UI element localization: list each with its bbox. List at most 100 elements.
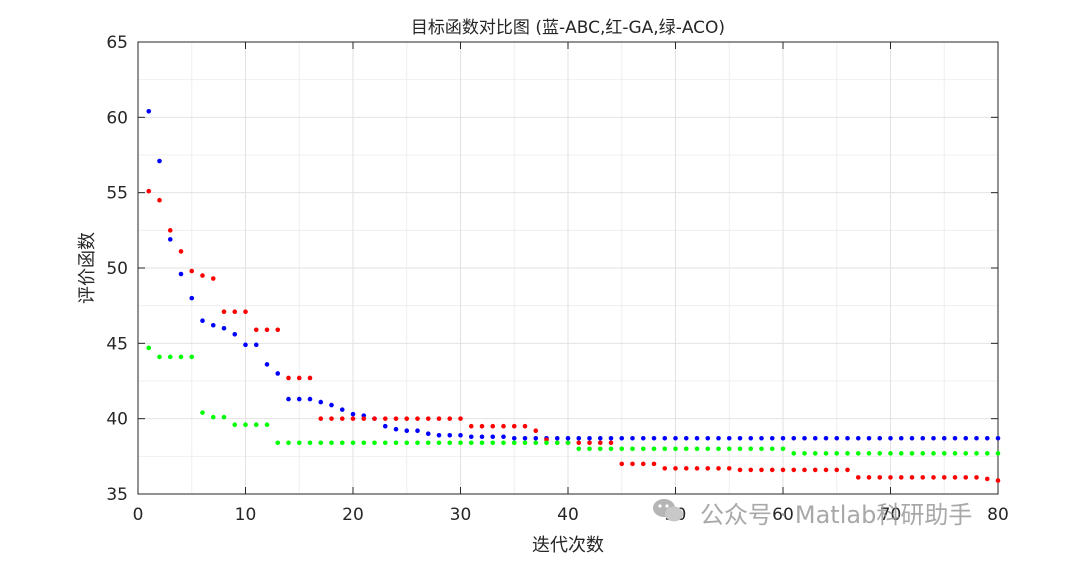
data-point-aco — [931, 451, 936, 456]
data-point-abc — [157, 158, 162, 164]
data-point-ga — [716, 466, 721, 471]
data-point-abc — [866, 435, 872, 441]
data-point-abc — [501, 434, 506, 440]
data-point-abc — [780, 435, 786, 441]
data-point-ga — [931, 475, 936, 480]
data-point-aco — [468, 440, 474, 446]
data-point-ga — [511, 423, 517, 429]
data-point-ga — [920, 475, 926, 480]
x-tick-label: 80 — [987, 505, 1009, 525]
data-point-abc — [845, 435, 850, 441]
data-point-aco — [630, 446, 635, 452]
data-point-aco — [877, 451, 883, 456]
data-point-abc — [769, 435, 775, 441]
data-point-abc — [554, 435, 560, 441]
data-point-aco — [587, 446, 592, 452]
data-point-ga — [157, 197, 162, 203]
watermark-text: 公众号 · Matlab科研助手 — [700, 501, 972, 529]
data-point-aco — [544, 440, 549, 446]
series-points — [146, 109, 1001, 483]
data-point-abc — [619, 435, 625, 441]
data-point-ga — [458, 416, 463, 421]
data-point-ga — [307, 375, 313, 381]
data-point-aco — [597, 446, 603, 452]
data-point-aco — [533, 440, 539, 446]
data-point-ga — [146, 188, 152, 194]
data-point-aco — [619, 446, 625, 452]
data-point-abc — [415, 428, 420, 434]
data-point-ga — [264, 327, 270, 333]
x-tick-label: 70 — [880, 505, 902, 525]
data-point-abc — [565, 435, 571, 441]
data-point-ga — [597, 440, 603, 446]
data-point-ga — [877, 475, 883, 480]
data-point-ga — [909, 475, 915, 480]
data-point-abc — [984, 435, 990, 441]
data-point-abc — [931, 435, 936, 441]
data-point-abc — [404, 428, 410, 434]
data-point-ga — [436, 416, 442, 421]
wechat-icon — [653, 499, 683, 522]
data-point-abc — [963, 435, 969, 441]
data-point-abc — [393, 426, 399, 432]
data-point-ga — [361, 416, 367, 421]
data-point-abc — [490, 434, 496, 440]
data-point-ga — [802, 467, 807, 473]
data-point-abc — [200, 318, 205, 324]
data-point-ga — [200, 273, 205, 278]
data-point-aco — [716, 446, 721, 452]
data-point-ga — [243, 309, 248, 314]
data-point-ga — [587, 440, 592, 446]
y-tick-label: 55 — [106, 184, 128, 204]
data-point-ga — [167, 228, 173, 233]
data-point-aco — [157, 354, 162, 360]
y-tick-label: 60 — [106, 108, 128, 128]
x-axis-label: 迭代次数 — [532, 535, 604, 556]
data-point-ga — [608, 440, 614, 446]
data-point-aco — [511, 440, 517, 446]
data-point-ga — [834, 467, 840, 473]
data-point-ga — [404, 416, 410, 421]
x-tick-label: 10 — [235, 505, 257, 525]
data-point-abc — [382, 423, 388, 429]
data-point-aco — [372, 440, 377, 446]
data-point-aco — [404, 440, 410, 446]
data-point-ga — [812, 467, 818, 473]
data-point-abc — [726, 435, 732, 441]
data-point-abc — [221, 325, 227, 331]
y-tick-label: 50 — [106, 259, 128, 279]
data-point-aco — [576, 446, 582, 452]
data-point-aco — [705, 446, 711, 452]
data-point-aco — [479, 440, 485, 446]
data-point-ga — [845, 467, 850, 473]
data-point-ga — [855, 475, 861, 480]
data-point-ga — [898, 475, 904, 480]
data-point-aco — [941, 451, 947, 456]
data-point-ga — [468, 423, 474, 429]
data-point-ga — [178, 249, 184, 254]
data-point-aco — [264, 422, 270, 427]
y-tick-label: 65 — [106, 33, 128, 53]
data-point-aco — [415, 440, 420, 446]
data-point-ga — [673, 466, 678, 471]
data-point-aco — [146, 345, 152, 351]
data-point-aco — [275, 440, 281, 446]
data-point-ga — [253, 327, 259, 333]
data-point-ga — [705, 466, 711, 471]
data-point-abc — [855, 435, 861, 441]
data-point-ga — [683, 466, 689, 471]
x-tick-label: 30 — [450, 505, 472, 525]
data-point-abc — [350, 411, 356, 417]
data-point-abc — [662, 435, 668, 441]
data-point-aco — [189, 354, 195, 360]
data-point-ga — [974, 475, 979, 480]
data-point-aco — [984, 451, 990, 456]
data-point-abc — [479, 434, 485, 440]
data-point-ga — [995, 478, 1001, 483]
data-point-abc — [275, 371, 281, 376]
x-tick-label: 60 — [772, 505, 794, 525]
data-point-abc — [189, 295, 195, 301]
data-point-ga — [189, 268, 195, 274]
data-point-ga — [888, 475, 893, 480]
